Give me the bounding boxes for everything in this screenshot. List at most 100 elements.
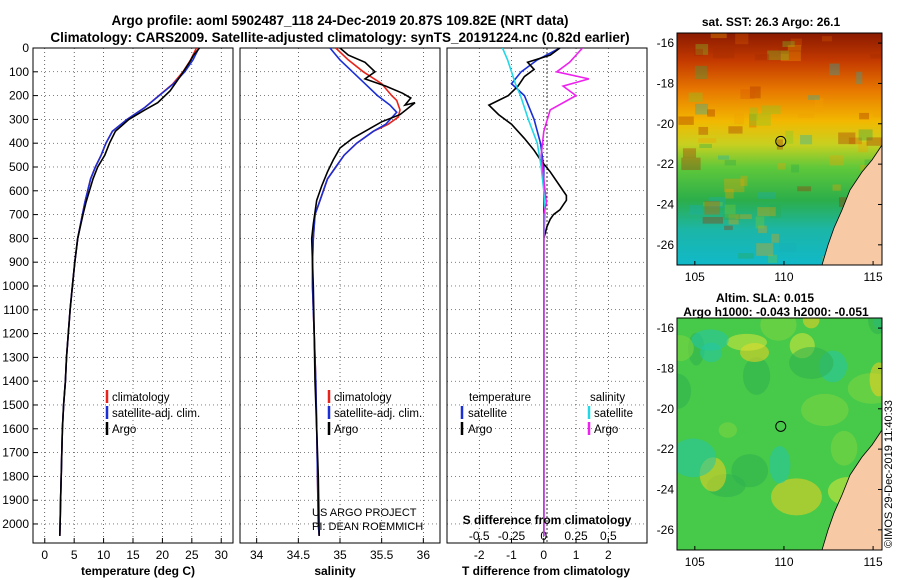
sst-texture-cell	[778, 45, 789, 54]
y-tick-label: 0	[22, 41, 29, 55]
sst-texture-cell	[858, 142, 869, 153]
legend-t-argo: Argo	[468, 424, 492, 436]
sla-texture	[677, 318, 882, 550]
sst-texture-cell	[698, 138, 717, 143]
y-tick-label: 800	[9, 231, 29, 245]
x-tick-label: 10	[97, 548, 111, 562]
sla-texture-blob	[789, 347, 834, 380]
sst-texture-cell	[708, 197, 726, 208]
legend-temperature-header: temperature	[469, 392, 531, 404]
legend-s-satellite: satellite	[594, 408, 633, 420]
sst-texture-cell	[814, 98, 824, 113]
salinity-axis-label: salinity	[314, 564, 356, 578]
salinity-legend: climatology satellite-adj. clim. Argo	[327, 390, 422, 436]
t-difference-ticks: -2 -1 0 1 2	[474, 538, 612, 562]
y-tick-label: 200	[9, 89, 29, 103]
sst-texture-cell	[838, 132, 856, 145]
sla-texture-blob	[677, 373, 692, 409]
s-tick-label: -0.25	[498, 529, 526, 543]
x-tick-label: 0	[540, 548, 547, 562]
sst-map-ticks: 105 110 115 -16 -18 -20 -22 -24 -26	[657, 36, 883, 284]
sst-texture-cell	[829, 155, 844, 166]
sst-texture-cell	[829, 63, 840, 76]
sst-texture-cell	[797, 186, 812, 192]
sst-texture-cell	[758, 225, 767, 234]
sla-map-title: Altim. SLA: 0.015	[716, 291, 814, 305]
sst-texture-cell	[695, 103, 709, 115]
sst-map-panel: sat. SST: 26.3 Argo: 26.1 105 110 115 -16 -1…	[657, 15, 883, 284]
x-tick-label: 0	[41, 548, 48, 562]
sla-texture-blob	[677, 438, 717, 478]
temperature-panel: 0100200300400500600700800900100011001200…	[2, 41, 234, 578]
difference-lines	[487, 48, 590, 536]
sst-texture-cell	[698, 126, 709, 135]
x-tick-label: -1	[506, 548, 517, 562]
s-difference-ticks: -0.5 -0.25 0 0.25 0.5	[469, 529, 617, 543]
map-x-tick-label: 105	[685, 555, 705, 569]
sst-texture-cell	[787, 45, 802, 51]
sst-texture-cell	[780, 51, 801, 62]
sla-texture-blob	[731, 454, 769, 488]
title-line-2: Climatology: CARS2009. Satellite-adjuste…	[50, 30, 629, 45]
legend-climatology: climatology	[112, 392, 170, 404]
sst-texture-cell	[749, 86, 761, 99]
pi-credit: PI: DEAN ROEMMICH	[312, 521, 423, 533]
map-y-tick-label: -22	[657, 442, 675, 456]
sst-texture-cell	[724, 178, 745, 193]
argo-float-marker	[775, 135, 787, 147]
sst-texture-cell	[761, 105, 781, 115]
map-y-tick-label: -22	[657, 157, 675, 171]
sst-texture-cell	[707, 109, 715, 117]
sst-texture-cell	[718, 155, 730, 160]
y-tick-label: 1600	[2, 422, 29, 436]
map-y-tick-label: -26	[657, 523, 675, 537]
s-tick-label: -0.5	[469, 529, 490, 543]
sst-texture-cell	[880, 138, 882, 149]
map-y-tick-label: -24	[657, 482, 675, 496]
s-tick-label: 0	[540, 529, 547, 543]
sst-texture-cell	[848, 137, 862, 145]
sst-map-frame	[676, 32, 883, 266]
x-tick-label: 34.5	[287, 548, 311, 562]
y-tick-label: 600	[9, 184, 29, 198]
sst-texture-cell	[688, 92, 703, 102]
project-credit: US ARGO PROJECT	[312, 507, 417, 519]
argo-float-marker	[775, 420, 787, 432]
x-tick-label: 34	[250, 548, 264, 562]
map-y-tick-label: -20	[657, 402, 675, 416]
sst-texture-cell	[724, 204, 736, 218]
sla-texture-blob	[742, 357, 771, 395]
sst-texture-cell	[769, 204, 781, 218]
y-tick-label: 2000	[2, 517, 29, 531]
series-line-argo	[59, 48, 201, 536]
map-x-tick-label: 115	[864, 270, 883, 284]
legend-climatology: climatology	[334, 392, 392, 404]
sst-texture-cell	[790, 38, 802, 47]
australia-coast	[821, 144, 882, 265]
x-tick-label: 20	[156, 548, 170, 562]
series-line-salinity-argo	[540, 48, 590, 536]
x-tick-label: 5	[71, 548, 78, 562]
map-y-tick-label: -18	[657, 361, 675, 375]
sst-texture-cell	[756, 243, 774, 256]
map-y-tick-label: -20	[657, 117, 675, 131]
sst-texture-cell	[872, 108, 882, 118]
sst-texture-cell	[689, 205, 703, 215]
sst-texture-cell	[740, 89, 755, 99]
map-y-tick-label: -16	[657, 321, 675, 335]
legend-s-argo: Argo	[594, 424, 618, 436]
sla-texture-blob	[869, 362, 882, 397]
y-tick-label: 100	[9, 65, 29, 79]
sla-map-ticks: 105 110 115 -16 -18 -20 -22 -24 -26	[657, 321, 883, 569]
map-y-tick-label: -16	[657, 36, 675, 50]
sla-texture-blob	[691, 329, 729, 351]
legend-t-satellite: satellite	[468, 408, 507, 420]
sst-texture-cell	[740, 175, 748, 187]
sst-texture-cell	[858, 129, 873, 141]
sst-texture-cell	[771, 233, 780, 243]
x-tick-label: 2	[605, 548, 612, 562]
sst-texture-cell	[735, 33, 749, 45]
y-tick-label: 1300	[2, 350, 29, 364]
sst-texture-cell	[694, 65, 707, 80]
temperature-lines	[59, 48, 201, 536]
